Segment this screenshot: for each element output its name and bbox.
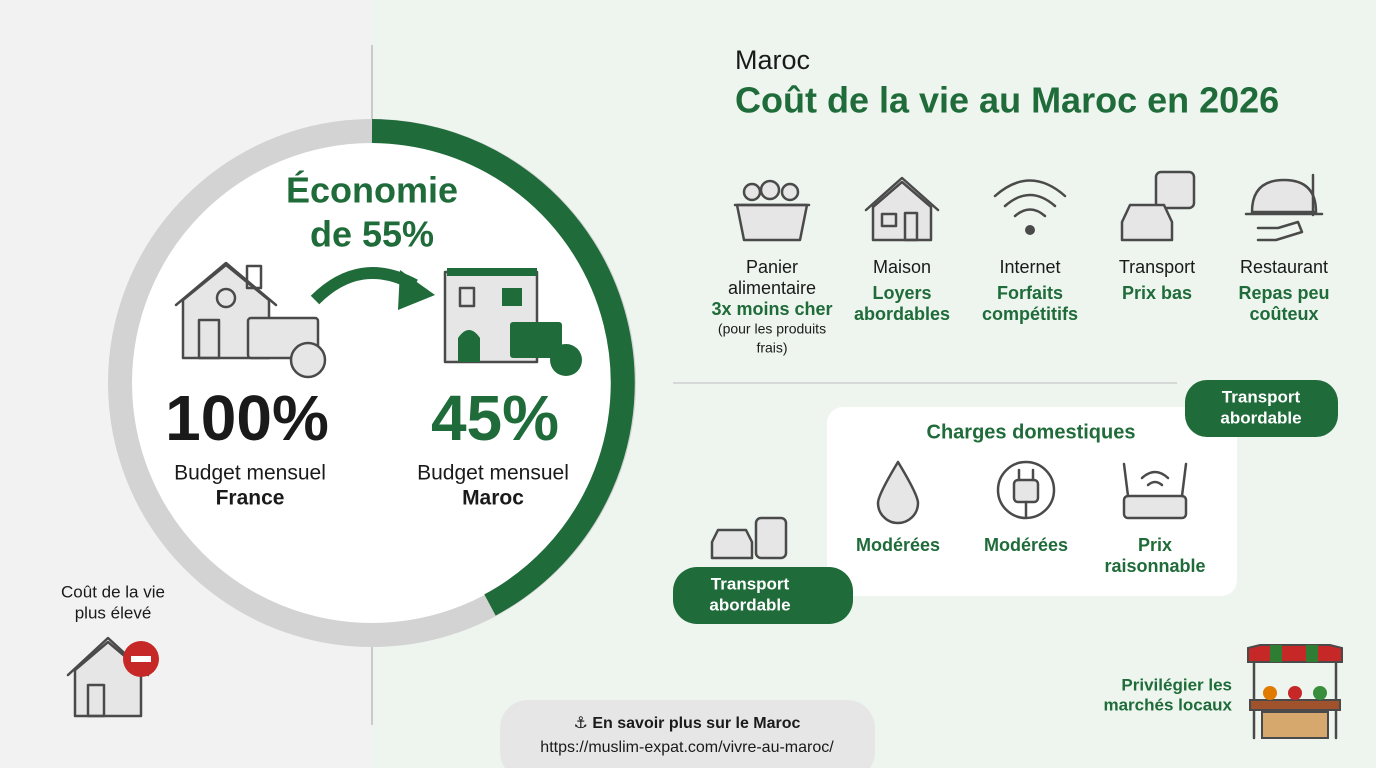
tag-top [1185, 380, 1338, 437]
footer-pill [500, 700, 875, 768]
transport-icon [1120, 170, 1196, 242]
markets-line: Privilégier les [1121, 675, 1232, 694]
category-detail: Repas peu [1238, 283, 1329, 303]
maroc-country: Maroc [462, 487, 524, 510]
tag-text: Transport [1222, 387, 1301, 406]
basket-icon [733, 179, 811, 242]
wifi-icon [993, 179, 1067, 235]
category-label: Transport [1119, 257, 1195, 277]
category-label: alimentaire [728, 278, 816, 298]
tag-text: abordable [709, 595, 790, 614]
router-icon [1122, 462, 1188, 520]
france-icon [174, 261, 327, 379]
category-detail: Forfaits [997, 283, 1063, 303]
ring-inner [132, 143, 612, 623]
tag-bottom [673, 567, 853, 624]
category-detail: compétitifs [982, 304, 1078, 324]
france-country: France [216, 487, 285, 510]
savings-line: de 55% [310, 214, 434, 255]
footer-url[interactable]: https://muslim-expat.com/vivre-au-maroc/ [540, 739, 834, 756]
title: Coût de la vie au Maroc en 2026 [735, 80, 1279, 121]
category-detail: Prix bas [1122, 283, 1192, 303]
category-note: (pour les produits [718, 321, 826, 337]
restaurant-icon [1244, 173, 1324, 242]
charges-title: Charges domestiques [927, 421, 1136, 443]
plug-icon [996, 460, 1056, 520]
category-detail: abordables [854, 304, 950, 324]
arrow-head [398, 270, 435, 310]
warning-line: plus élevé [75, 603, 152, 622]
charge-label: raisonnable [1104, 556, 1205, 576]
markets-line: marchés locaux [1103, 695, 1232, 714]
tag-text: Transport [711, 574, 790, 593]
maroc-label: Budget mensuel [417, 462, 569, 485]
maroc-percent: 45% [431, 382, 559, 454]
market-icon [1247, 644, 1343, 740]
france-percent: 100% [165, 382, 329, 454]
taxi-tram-icon [710, 516, 788, 560]
ring-green [371, 119, 635, 616]
category-note: frais) [756, 340, 787, 356]
category-label: Panier [746, 257, 798, 277]
charge-label: Prix [1138, 535, 1172, 555]
france-label: Budget mensuel [174, 462, 326, 485]
tag-text: abordable [1220, 408, 1301, 427]
category-label: Restaurant [1240, 257, 1328, 277]
category-label: Internet [999, 257, 1060, 277]
subtitle: Maroc [735, 45, 810, 75]
house-icon [864, 176, 940, 242]
category-detail: Loyers [872, 283, 931, 303]
warning-line: Coût de la vie [61, 582, 165, 601]
category-detail: 3x moins cher [711, 299, 832, 319]
water-icon [876, 460, 920, 525]
savings-line: Économie [286, 170, 458, 211]
category-detail: coûteux [1249, 304, 1318, 324]
footer-link[interactable]: ⚓ En savoir plus sur le Maroc [574, 715, 801, 732]
warning-icon [66, 636, 159, 718]
category-label: Maison [873, 257, 931, 277]
charge-label: Modérées [984, 535, 1068, 555]
charge-label: Modérées [856, 535, 940, 555]
maroc-icon [443, 268, 582, 376]
